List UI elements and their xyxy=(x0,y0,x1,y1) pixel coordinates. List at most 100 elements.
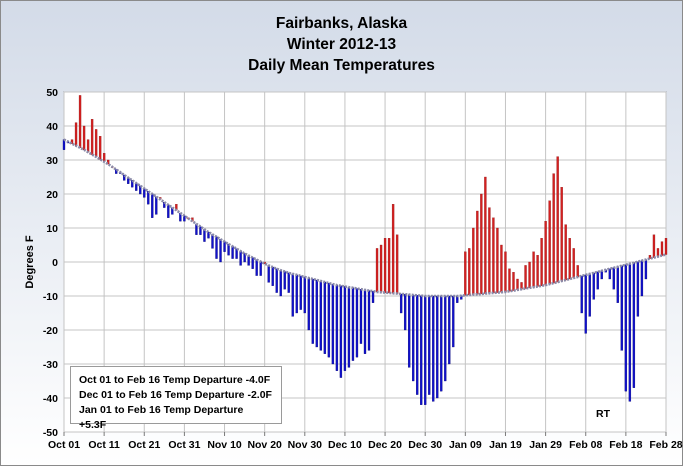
above-normal-bar xyxy=(552,173,555,284)
below-normal-bar xyxy=(335,284,339,371)
below-normal-bar xyxy=(323,281,327,354)
below-normal-bar xyxy=(407,294,411,368)
above-normal-bar xyxy=(383,238,387,293)
below-normal-bar xyxy=(307,277,310,331)
below-normal-bar xyxy=(163,202,166,208)
below-normal-bar xyxy=(275,268,278,293)
below-normal-bar xyxy=(327,282,331,358)
above-normal-bar xyxy=(391,204,395,294)
above-normal-bar xyxy=(492,217,495,294)
below-normal-bar xyxy=(616,266,619,303)
x-tick-label: Dec 20 xyxy=(368,439,402,451)
below-normal-bar xyxy=(632,262,636,388)
below-normal-bar xyxy=(279,270,282,297)
below-normal-bar xyxy=(412,294,415,382)
below-normal-bar xyxy=(444,295,447,382)
below-normal-bar xyxy=(123,174,126,181)
below-normal-bar xyxy=(580,275,583,314)
below-normal-bar xyxy=(291,273,294,317)
y-tick-label: 0 xyxy=(52,257,58,269)
x-tick-label: Feb 18 xyxy=(609,439,642,451)
x-tick-label: Feb 08 xyxy=(569,439,602,451)
x-tick-label: Nov 30 xyxy=(288,439,323,451)
below-normal-bar xyxy=(223,241,226,252)
above-normal-bar xyxy=(652,234,656,258)
y-tick-label: 50 xyxy=(46,87,58,99)
above-normal-bar xyxy=(532,251,535,288)
above-normal-bar xyxy=(500,244,503,293)
below-normal-bar xyxy=(355,288,359,358)
above-normal-bar xyxy=(90,119,94,155)
below-normal-bar xyxy=(143,188,146,198)
below-normal-bar xyxy=(592,272,595,300)
below-normal-bar xyxy=(243,253,246,263)
above-normal-bar xyxy=(504,251,507,293)
below-normal-bar xyxy=(139,185,142,195)
above-normal-bar xyxy=(548,200,551,285)
above-normal-bar xyxy=(528,261,531,288)
above-normal-bar xyxy=(480,193,483,295)
above-normal-bar xyxy=(484,176,487,294)
below-normal-bar xyxy=(403,294,407,331)
above-normal-bar xyxy=(572,248,575,279)
below-normal-bar xyxy=(436,295,439,399)
below-normal-bar xyxy=(147,191,150,205)
below-normal-bar xyxy=(359,289,363,344)
below-normal-bar xyxy=(259,261,262,276)
x-tick-label: Oct 31 xyxy=(168,439,200,451)
below-normal-bar xyxy=(612,267,615,290)
note-oct-departure: Oct 01 to Feb 16 Temp Departure -4.0F xyxy=(79,374,271,386)
below-normal-bar xyxy=(628,263,632,402)
below-normal-bar xyxy=(363,289,367,354)
below-normal-bar xyxy=(303,276,306,314)
x-tick-label: Nov 20 xyxy=(247,439,282,451)
below-normal-bar xyxy=(367,290,371,351)
below-normal-bar xyxy=(199,226,202,235)
above-normal-bar xyxy=(516,278,519,291)
below-normal-bar xyxy=(351,287,355,361)
below-normal-bar xyxy=(267,265,270,283)
x-tick-label: Jan 09 xyxy=(449,439,482,451)
below-normal-bar xyxy=(231,246,234,259)
above-normal-bar xyxy=(464,251,467,296)
above-normal-bar xyxy=(78,95,82,148)
below-normal-bar xyxy=(211,234,214,249)
below-normal-bar xyxy=(452,295,455,348)
below-normal-bar xyxy=(420,295,423,405)
above-normal-bar xyxy=(468,248,471,296)
above-normal-bar xyxy=(536,255,539,287)
y-tick-label: 20 xyxy=(46,189,58,201)
y-tick-label: -50 xyxy=(43,427,58,439)
y-tick-label: 30 xyxy=(46,155,58,167)
y-tick-label: -20 xyxy=(43,325,58,337)
below-normal-bar xyxy=(347,287,351,368)
below-normal-bar xyxy=(371,291,375,303)
below-normal-bar xyxy=(219,239,222,263)
below-normal-bar xyxy=(644,259,648,280)
above-normal-bar xyxy=(544,221,547,286)
below-normal-bar xyxy=(255,259,258,276)
below-normal-bar xyxy=(399,293,403,314)
below-normal-bar xyxy=(283,271,286,290)
below-normal-bar xyxy=(295,274,298,314)
below-normal-bar xyxy=(428,295,431,395)
below-normal-bar xyxy=(287,272,290,293)
y-tick-label: 10 xyxy=(46,223,58,235)
normal-temperature-line xyxy=(63,138,667,298)
below-normal-bar xyxy=(331,283,335,365)
below-normal-bar xyxy=(271,266,274,286)
below-normal-bar xyxy=(215,236,218,259)
y-axis-label: Degrees F xyxy=(24,235,36,288)
below-normal-bar xyxy=(608,268,611,280)
below-normal-bar xyxy=(227,243,230,256)
above-normal-bar xyxy=(568,238,571,280)
above-normal-bar xyxy=(560,187,563,282)
above-normal-bar xyxy=(508,268,511,292)
author-initials: RT xyxy=(596,408,610,420)
y-tick-label: -40 xyxy=(43,393,58,405)
above-normal-bar xyxy=(387,238,391,294)
below-normal-bar xyxy=(424,295,427,405)
x-tick-label: Dec 30 xyxy=(408,439,442,451)
below-normal-bar xyxy=(596,271,599,290)
above-normal-bar xyxy=(488,207,491,294)
